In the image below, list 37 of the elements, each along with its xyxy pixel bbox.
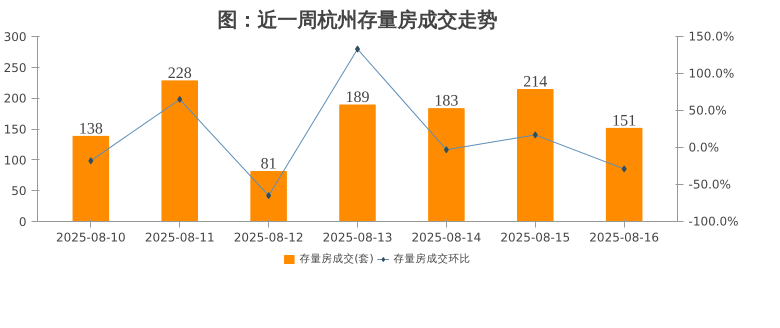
x-tick-label: 2025-08-14 (412, 230, 482, 244)
x-tick-label: 2025-08-12 (234, 230, 304, 244)
bar (72, 136, 110, 222)
y2-tick-label: 150.0% (688, 30, 734, 44)
data-label: 228 (168, 64, 192, 82)
bar (517, 89, 554, 222)
legend-label: 存量房成交环比 (394, 252, 471, 266)
x-tick-label: 2025-08-15 (500, 230, 570, 244)
y-tick-label: 250 (4, 60, 26, 75)
y-tick-label: 300 (4, 30, 26, 44)
legend-label: 存量房成交(套) (299, 252, 374, 266)
x-tick-label: 2025-08-16 (589, 230, 660, 244)
data-label: 138 (78, 120, 103, 138)
y-tick-label: 150 (4, 122, 26, 136)
x-tick-label: 2025-08-10 (56, 230, 126, 244)
data-label: 189 (346, 88, 370, 106)
bar (339, 104, 376, 222)
data-label: 183 (434, 92, 458, 110)
bar (606, 128, 642, 222)
data-label: 214 (523, 74, 548, 91)
bar (250, 171, 287, 222)
y-tick-label: 50 (11, 184, 27, 198)
y2-tick-label: -50.0% (688, 178, 731, 192)
y2-tick-label: -100.0% (688, 214, 739, 228)
x-tick-label: 2025-08-13 (322, 230, 392, 244)
y2-tick-label: 50.0% (688, 104, 727, 118)
bar (161, 80, 198, 222)
bar (428, 108, 465, 222)
y2-tick-label: 0.0% (688, 140, 719, 154)
y-tick-label: 200 (4, 92, 26, 106)
data-label: 151 (612, 112, 636, 130)
y2-tick-label: 100.0% (688, 66, 734, 80)
x-tick-label: 2025-08-11 (144, 230, 215, 244)
chart-title: 图：近一周杭州存量房成交走势 (218, 8, 498, 32)
data-label: 81 (260, 156, 277, 173)
y-tick-label: 0 (18, 215, 27, 229)
y-tick-label: 100 (4, 153, 26, 168)
